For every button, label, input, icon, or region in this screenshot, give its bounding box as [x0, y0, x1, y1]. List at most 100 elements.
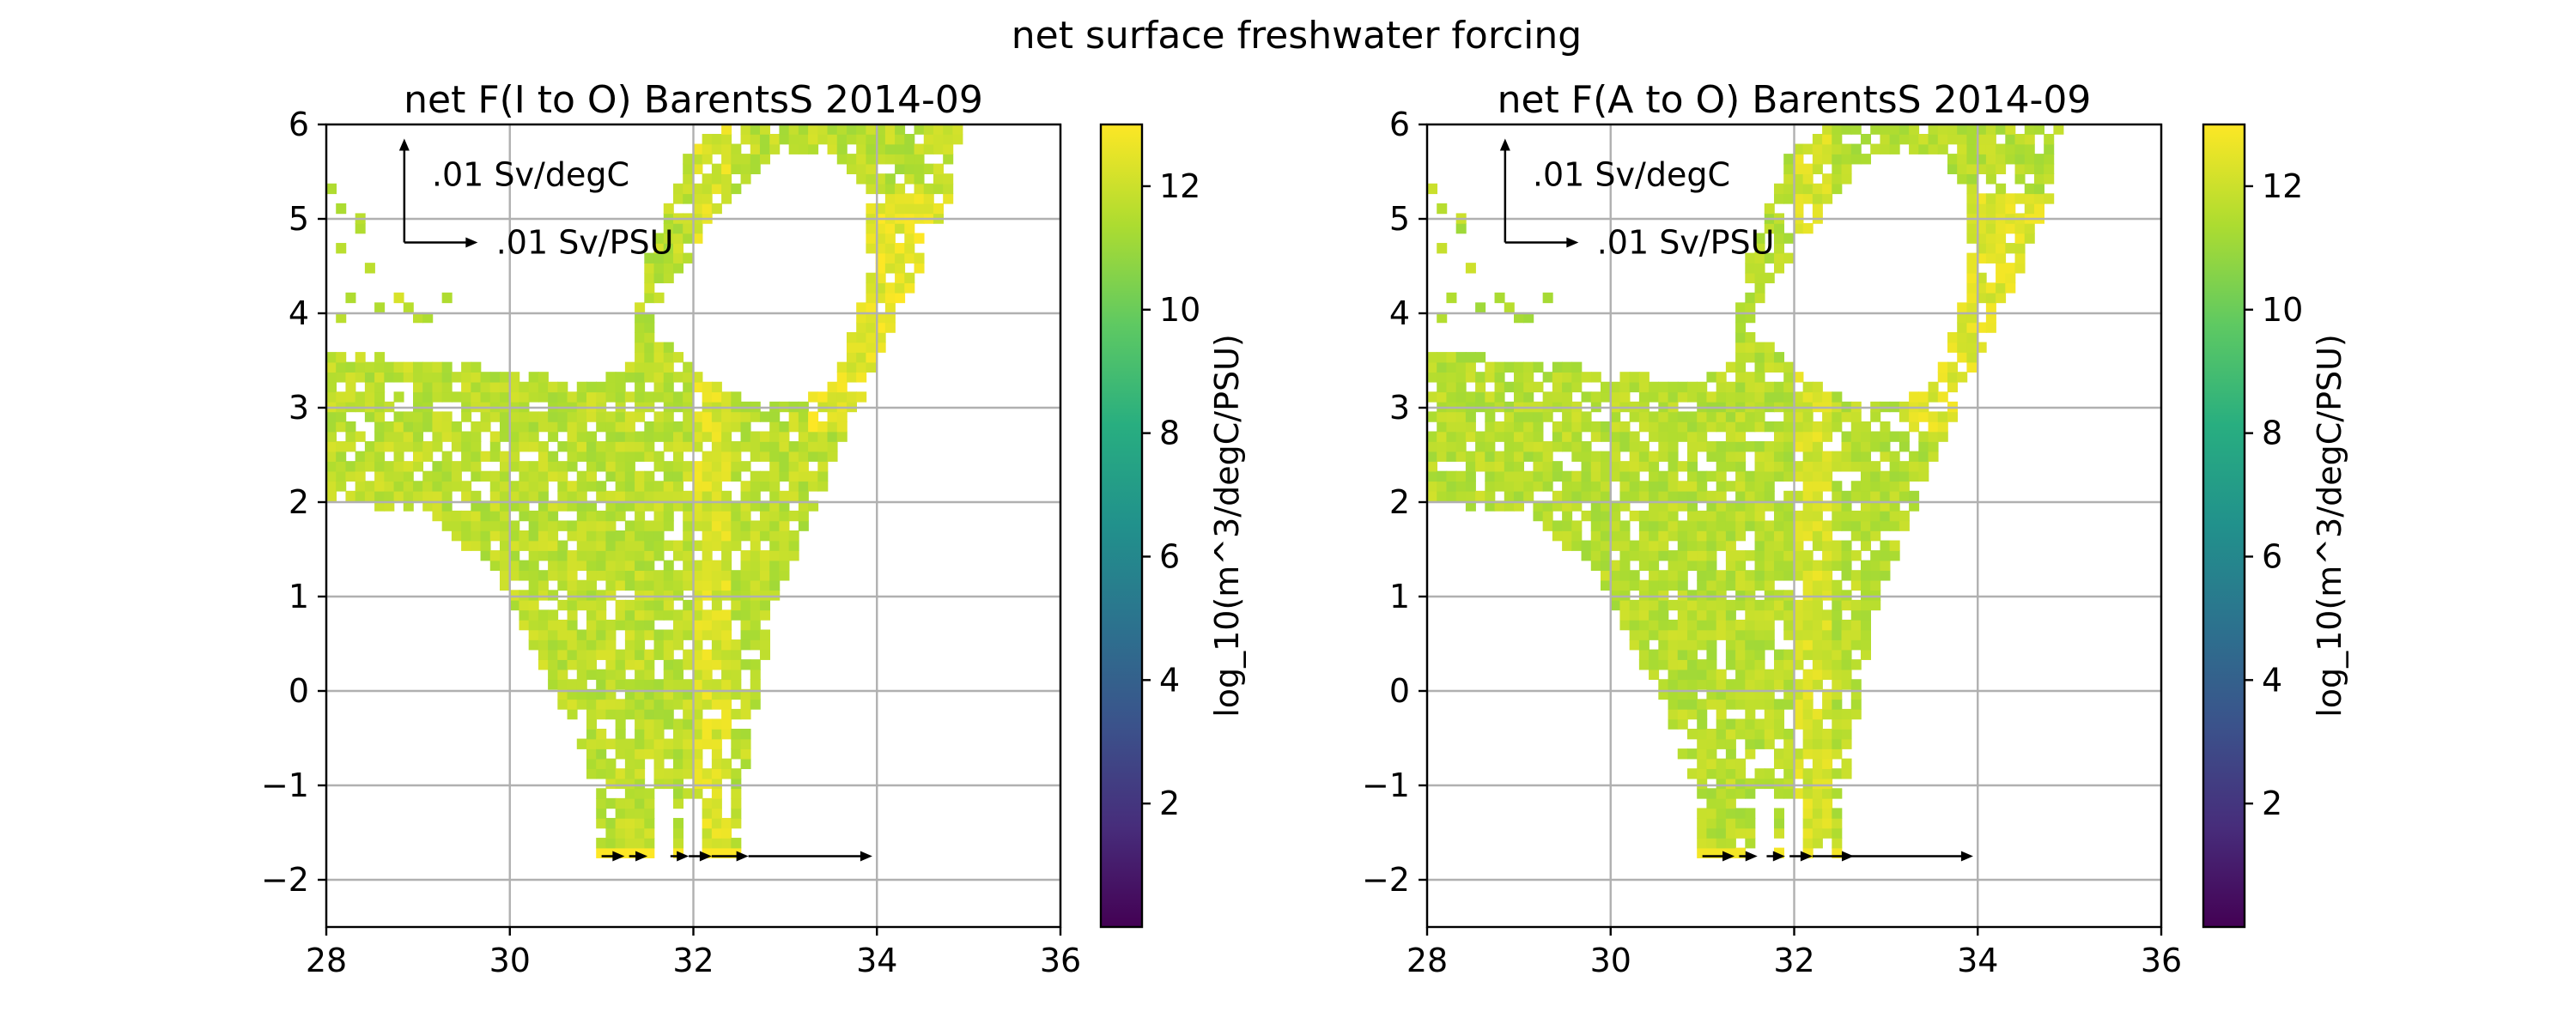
- heatmap-cell: [635, 381, 646, 393]
- heatmap-cell: [1966, 124, 1978, 135]
- heatmap-cell: [702, 738, 713, 749]
- heatmap-cell: [1850, 579, 1862, 591]
- heatmap-cell: [489, 500, 501, 512]
- heatmap-cell: [1764, 441, 1775, 452]
- heatmap-cell: [635, 411, 646, 422]
- heatmap-cell: [1841, 431, 1852, 442]
- heatmap-cell: [692, 372, 703, 383]
- heatmap-cell: [336, 481, 347, 492]
- heatmap-cell: [1697, 827, 1708, 839]
- heatmap-cell: [1697, 530, 1708, 542]
- heatmap-cell: [895, 272, 906, 284]
- y-tick-label: 2: [289, 483, 309, 521]
- heatmap-cell: [1764, 342, 1775, 353]
- heatmap-cell: [740, 748, 751, 760]
- heatmap-cell: [1706, 470, 1717, 482]
- heatmap-cell: [2053, 124, 2064, 135]
- heatmap-cell: [605, 470, 617, 482]
- heatmap-cell: [422, 500, 434, 512]
- heatmap-cell: [1783, 411, 1795, 422]
- y-tick-label: 1: [289, 578, 309, 615]
- heatmap-cell: [875, 134, 886, 145]
- heatmap-cell: [1996, 222, 2007, 234]
- heatmap-cell: [1841, 143, 1852, 154]
- heatmap-cell: [1697, 609, 1708, 621]
- heatmap-cell: [1552, 470, 1563, 482]
- heatmap-cell: [1600, 451, 1612, 462]
- heatmap-cell: [683, 619, 694, 631]
- heatmap-cell: [471, 441, 482, 452]
- heatmap-cell: [721, 629, 732, 640]
- heatmap-cell: [345, 292, 356, 304]
- heatmap-cell: [1822, 154, 1833, 165]
- heatmap-cell: [615, 441, 626, 452]
- heatmap-cell: [528, 381, 539, 393]
- heatmap-cell: [1880, 143, 1891, 154]
- heatmap-cell: [567, 520, 578, 531]
- heatmap-cell: [1870, 530, 1881, 542]
- heatmap-cell: [1706, 738, 1717, 749]
- heatmap-cell: [1638, 550, 1649, 561]
- heatmap-cell: [672, 590, 684, 601]
- heatmap-cell: [702, 827, 713, 839]
- heatmap-cell: [1996, 282, 2007, 294]
- heatmap-cell: [711, 560, 722, 571]
- heatmap-cell: [653, 510, 665, 522]
- heatmap-cell: [904, 222, 915, 234]
- heatmap-cell: [1514, 372, 1525, 383]
- heatmap-cell: [1860, 579, 1871, 591]
- heatmap-cell: [1802, 669, 1814, 681]
- heatmap-cell: [1706, 520, 1717, 531]
- scale-label-horizontal: .01 Sv/PSU: [1597, 224, 1775, 262]
- heatmap-cell: [1571, 421, 1583, 433]
- heatmap-cell: [1629, 441, 1640, 452]
- heatmap-cell: [567, 461, 578, 472]
- heatmap-cell: [519, 609, 530, 621]
- heatmap-cell: [489, 510, 501, 522]
- heatmap-cell: [1745, 609, 1756, 621]
- heatmap-cell: [672, 550, 684, 561]
- heatmap-cell: [644, 738, 655, 749]
- heatmap-cell: [1764, 481, 1775, 492]
- heatmap-cell: [1697, 669, 1708, 681]
- heatmap-cell: [548, 520, 559, 531]
- heatmap-cell: [933, 124, 944, 135]
- heatmap-cell: [605, 659, 617, 670]
- heatmap-cell: [2024, 124, 2035, 135]
- heatmap-cell: [1706, 827, 1717, 839]
- heatmap-cell: [1812, 758, 1823, 769]
- heatmap-cell: [1697, 838, 1708, 849]
- heatmap-cell: [557, 570, 568, 581]
- heatmap-cell: [1677, 530, 1688, 542]
- heatmap-cell: [2024, 154, 2035, 165]
- heatmap-cell: [615, 500, 626, 512]
- heatmap-cell: [393, 490, 404, 502]
- heatmap-cell: [1996, 193, 2007, 204]
- heatmap-cell: [808, 441, 819, 452]
- heatmap-cell: [1783, 599, 1795, 611]
- heatmap-cell: [1745, 421, 1756, 433]
- heatmap-cell: [548, 590, 559, 601]
- heatmap-cell: [1966, 163, 1978, 174]
- heatmap-cell: [1706, 768, 1717, 779]
- heatmap-cell: [461, 540, 472, 551]
- heatmap-cell: [345, 361, 356, 373]
- heatmap-cell: [721, 609, 732, 621]
- heatmap-cell: [1985, 163, 1996, 174]
- heatmap-cell: [576, 520, 587, 531]
- heatmap-cell: [798, 451, 809, 462]
- heatmap-cell: [326, 441, 337, 452]
- heatmap-cell: [557, 500, 568, 512]
- heatmap-cell: [586, 649, 598, 660]
- heatmap-cell: [1504, 500, 1515, 512]
- y-tick-label: 0: [289, 672, 309, 710]
- heatmap-cell: [1899, 124, 1910, 135]
- heatmap-cell: [875, 173, 886, 185]
- heatmap-cell: [1677, 590, 1688, 601]
- y-tick-label: 5: [289, 200, 309, 238]
- heatmap-cell: [374, 391, 386, 403]
- heatmap-cell: [1880, 451, 1891, 462]
- heatmap-cell: [1812, 203, 1823, 215]
- heatmap-cell: [1754, 500, 1765, 512]
- heatmap-cell: [1754, 738, 1765, 749]
